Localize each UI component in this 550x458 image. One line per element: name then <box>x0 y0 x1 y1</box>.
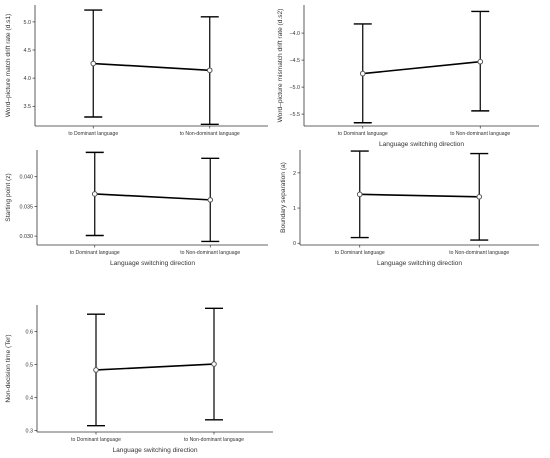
y-tick-label: 0.3 <box>26 428 34 434</box>
y-tick-label: 0.4 <box>26 395 34 401</box>
y-tick-label: −4.5 <box>289 58 300 64</box>
y-tick-label: −5.0 <box>289 85 300 91</box>
y-tick-label: 0.6 <box>26 329 34 335</box>
x-axis-title: Language switching direction <box>112 447 197 454</box>
y-tick-label: −5.5 <box>289 112 300 118</box>
data-point <box>359 70 366 77</box>
y-axis-title: Non-decision time (Ter) <box>5 334 12 402</box>
series-line <box>94 193 211 201</box>
y-tick-label: 0.5 <box>26 362 34 368</box>
data-point <box>211 361 217 367</box>
x-axis-title: Language switching direction <box>377 260 462 267</box>
data-point <box>356 191 363 198</box>
data-point <box>90 60 97 67</box>
x-tick-label: to Dominant language <box>335 250 385 256</box>
y-tick-label: 1 <box>293 206 296 212</box>
x-tick-label: to Non-dominant language <box>184 437 244 443</box>
chart-panel-3: 0.030 0.035 0.040 to Dominant language to No… <box>5 150 268 267</box>
x-tick-label: to Non-dominant language <box>450 131 510 137</box>
data-point <box>206 67 213 74</box>
x-tick-label: to Dominant language <box>71 437 121 443</box>
y-tick-label: −4.0 <box>289 31 300 37</box>
y-tick-label: 0 <box>293 241 296 247</box>
y-axis-title: Boundary separation (a) <box>280 162 287 233</box>
x-tick-label: to Non-dominant language <box>449 250 509 256</box>
chart-panel-1: 3.5 4.0 4.5 5.0 to Dominant language to Non-d… <box>5 5 268 137</box>
chart-panel-5: 0.3 0.4 0.5 0.6 to Dominant language to Non-d… <box>5 305 273 454</box>
chart-panel-4: 0 1 2 to Dominant language to Non-dominant l… <box>280 150 539 267</box>
y-axis-title: Starting point (z) <box>5 173 12 221</box>
y-tick-label: 3.5 <box>24 104 32 110</box>
data-point <box>93 367 99 373</box>
series-line <box>93 62 210 72</box>
y-tick-label: 5.0 <box>24 20 32 26</box>
chart-panel-2: −5.5 −5.0 −4.5 −4.0 to Dominant language to N… <box>277 5 539 148</box>
y-tick-label: 0.040 <box>20 175 34 181</box>
data-point <box>476 193 483 200</box>
x-tick-label: to Non-dominant language <box>180 250 240 256</box>
y-axis-title: Word–picture match drift rate (d.s1) <box>5 14 12 118</box>
x-axis-title: Language switching direction <box>379 141 464 148</box>
y-tick-label: 4.5 <box>24 48 32 54</box>
series-line <box>362 60 481 75</box>
y-tick-label: 0.030 <box>20 234 34 240</box>
y-tick-label: 4.0 <box>24 76 32 82</box>
series-line <box>95 363 215 371</box>
y-tick-label: 2 <box>293 171 296 177</box>
y-axis-title: Word–picture mismatch drift rate (d.s2) <box>277 9 284 123</box>
data-point <box>477 58 484 65</box>
x-tick-label: to Dominant language <box>70 250 120 256</box>
data-point <box>207 197 214 203</box>
x-axis-title: Language switching direction <box>110 260 195 267</box>
series-line <box>359 193 480 198</box>
y-tick-label: 0.035 <box>20 204 34 210</box>
x-tick-label: to Dominant language <box>68 131 118 137</box>
data-point <box>91 191 98 197</box>
x-tick-label: to Non-dominant language <box>180 131 240 137</box>
x-tick-label: to Dominant language <box>338 131 388 137</box>
